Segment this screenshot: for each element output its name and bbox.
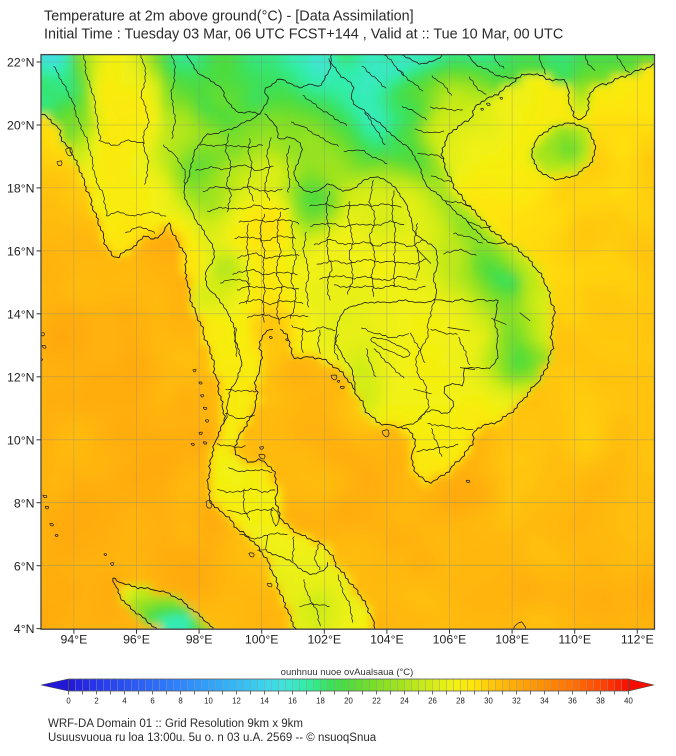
svg-text:16: 16 (288, 697, 297, 706)
svg-text:2: 2 (94, 697, 98, 706)
svg-text:94°E: 94°E (60, 632, 87, 646)
svg-text:10°N: 10°N (7, 433, 34, 447)
svg-text:110°E: 110°E (558, 632, 591, 646)
svg-text:6°N: 6°N (14, 559, 35, 573)
svg-text:108°E: 108°E (495, 632, 529, 646)
svg-text:28: 28 (456, 697, 465, 706)
svg-text:Temperature at 2m above ground: Temperature at 2m above ground(°C) - [Da… (44, 9, 414, 25)
svg-text:18: 18 (316, 697, 325, 706)
svg-text:Usuusvuoua ru loa 13:00u. 5u o: Usuusvuoua ru loa 13:00u. 5u o. n 03 u.A… (48, 732, 377, 744)
svg-text:16°N: 16°N (7, 245, 34, 259)
svg-text:30: 30 (484, 697, 493, 706)
svg-text:0: 0 (66, 697, 71, 706)
svg-text:102°E: 102°E (307, 632, 341, 646)
svg-text:6: 6 (150, 697, 154, 706)
svg-text:40: 40 (624, 697, 633, 706)
svg-text:24: 24 (400, 697, 409, 706)
svg-text:96°E: 96°E (123, 632, 150, 646)
svg-text:26: 26 (428, 697, 437, 706)
svg-text:104°E: 104°E (370, 632, 404, 646)
svg-text:20°N: 20°N (7, 119, 34, 133)
svg-text:112°E: 112°E (621, 632, 654, 646)
svg-text:98°E: 98°E (186, 632, 213, 646)
svg-text:34: 34 (540, 697, 549, 706)
svg-text:22: 22 (372, 697, 381, 706)
svg-text:20: 20 (344, 697, 353, 706)
svg-text:WRF-DA Domain 01 :: Grid Resol: WRF-DA Domain 01 :: Grid Resolution 9km … (48, 718, 303, 730)
svg-text:10: 10 (204, 697, 213, 706)
svg-text:8°N: 8°N (14, 496, 35, 510)
svg-text:12°N: 12°N (7, 370, 34, 384)
svg-text:106°E: 106°E (433, 632, 467, 646)
svg-text:38: 38 (596, 697, 605, 706)
svg-text:12: 12 (232, 697, 241, 706)
svg-text:ounhnuu nuoe ovAualsaua (°C): ounhnuu nuoe ovAualsaua (°C) (281, 667, 414, 678)
svg-text:4: 4 (122, 697, 127, 706)
svg-text:22°N: 22°N (7, 56, 34, 70)
svg-text:100°E: 100°E (245, 632, 279, 646)
svg-text:Initial Time : Tuesday 03 Mar,: Initial Time : Tuesday 03 Mar, 06 UTC FC… (44, 27, 563, 43)
svg-text:8: 8 (178, 697, 182, 706)
svg-text:4°N: 4°N (14, 622, 35, 636)
svg-text:18°N: 18°N (7, 182, 34, 196)
svg-text:36: 36 (568, 697, 577, 706)
svg-text:32: 32 (512, 697, 521, 706)
svg-text:14°N: 14°N (7, 307, 34, 321)
svg-text:14: 14 (260, 697, 269, 706)
